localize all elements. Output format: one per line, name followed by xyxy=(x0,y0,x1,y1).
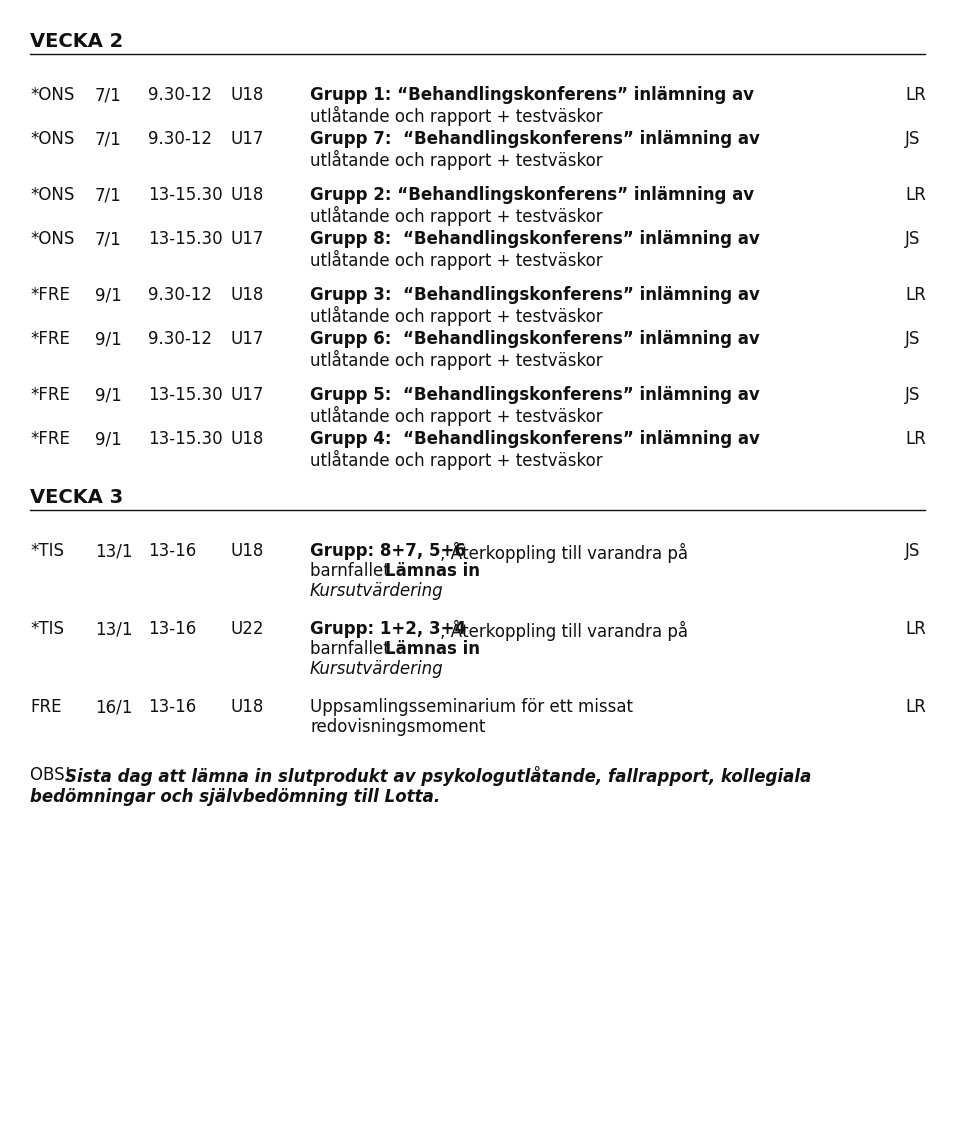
Text: 9/1: 9/1 xyxy=(95,286,122,304)
Text: *FRE: *FRE xyxy=(30,330,70,348)
Text: utlåtande och rapport + testväskor: utlåtande och rapport + testväskor xyxy=(310,306,603,327)
Text: Grupp 3:  “Behandlingskonferens” inlämning av: Grupp 3: “Behandlingskonferens” inlämnin… xyxy=(310,286,760,304)
Text: Grupp 2: “Behandlingskonferens” inlämning av: Grupp 2: “Behandlingskonferens” inlämnin… xyxy=(310,186,755,204)
Text: U17: U17 xyxy=(230,386,263,404)
Text: 13-16: 13-16 xyxy=(148,620,196,638)
Text: VECKA 2: VECKA 2 xyxy=(30,32,123,51)
Text: 9.30-12: 9.30-12 xyxy=(148,286,212,304)
Text: LR: LR xyxy=(905,431,925,448)
Text: 13-15.30: 13-15.30 xyxy=(148,386,223,404)
Text: LR: LR xyxy=(905,698,925,716)
Text: *FRE: *FRE xyxy=(30,431,70,448)
Text: , Återkoppling till varandra på: , Återkoppling till varandra på xyxy=(440,620,688,641)
Text: OBS!: OBS! xyxy=(30,766,77,785)
Text: utlåtande och rapport + testväskor: utlåtande och rapport + testväskor xyxy=(310,407,603,426)
Text: U18: U18 xyxy=(230,286,263,304)
Text: LR: LR xyxy=(905,620,925,638)
Text: Lämnas in: Lämnas in xyxy=(385,640,480,658)
Text: utlåtande och rapport + testväskor: utlåtande och rapport + testväskor xyxy=(310,349,603,370)
Text: Grupp 1: “Behandlingskonferens” inlämning av: Grupp 1: “Behandlingskonferens” inlämnin… xyxy=(310,86,754,104)
Text: 13/1: 13/1 xyxy=(95,542,132,560)
Text: 13-15.30: 13-15.30 xyxy=(148,431,223,448)
Text: 13-16: 13-16 xyxy=(148,542,196,560)
Text: U17: U17 xyxy=(230,330,263,348)
Text: Grupp: 1+2, 3+4: Grupp: 1+2, 3+4 xyxy=(310,620,467,638)
Text: utlåtande och rapport + testväskor: utlåtande och rapport + testväskor xyxy=(310,206,603,226)
Text: 13-15.30: 13-15.30 xyxy=(148,230,223,248)
Text: JS: JS xyxy=(905,542,921,560)
Text: Grupp: 8+7, 5+6: Grupp: 8+7, 5+6 xyxy=(310,542,466,560)
Text: , Återkoppling till varandra på: , Återkoppling till varandra på xyxy=(440,542,688,563)
Text: 7/1: 7/1 xyxy=(95,130,122,148)
Text: 13/1: 13/1 xyxy=(95,620,132,638)
Text: Grupp 7:  “Behandlingskonferens” inlämning av: Grupp 7: “Behandlingskonferens” inlämnin… xyxy=(310,130,760,148)
Text: 7/1: 7/1 xyxy=(95,86,122,104)
Text: Grupp 8:  “Behandlingskonferens” inlämning av: Grupp 8: “Behandlingskonferens” inlämnin… xyxy=(310,230,759,248)
Text: JS: JS xyxy=(905,230,921,248)
Text: 13-15.30: 13-15.30 xyxy=(148,186,223,204)
Text: JS: JS xyxy=(905,386,921,404)
Text: *ONS: *ONS xyxy=(30,186,74,204)
Text: *ONS: *ONS xyxy=(30,230,74,248)
Text: 7/1: 7/1 xyxy=(95,186,122,204)
Text: Grupp 6:  “Behandlingskonferens” inlämning av: Grupp 6: “Behandlingskonferens” inlämnin… xyxy=(310,330,759,348)
Text: U17: U17 xyxy=(230,230,263,248)
Text: U22: U22 xyxy=(230,620,263,638)
Text: barnfallet.: barnfallet. xyxy=(310,562,400,580)
Text: 9.30-12: 9.30-12 xyxy=(148,130,212,148)
Text: barnfallet.: barnfallet. xyxy=(310,640,400,658)
Text: Kursutvärdering: Kursutvärdering xyxy=(310,660,444,678)
Text: JS: JS xyxy=(905,330,921,348)
Text: U18: U18 xyxy=(230,86,263,104)
Text: Grupp 4:  “Behandlingskonferens” inlämning av: Grupp 4: “Behandlingskonferens” inlämnin… xyxy=(310,431,760,448)
Text: U18: U18 xyxy=(230,542,263,560)
Text: 7/1: 7/1 xyxy=(95,230,122,248)
Text: U18: U18 xyxy=(230,698,263,716)
Text: LR: LR xyxy=(905,286,925,304)
Text: bedömningar och självbedömning till Lotta.: bedömningar och självbedömning till Lott… xyxy=(30,788,441,806)
Text: 13-16: 13-16 xyxy=(148,698,196,716)
Text: Kursutvärdering: Kursutvärdering xyxy=(310,582,444,600)
Text: utlåtande och rapport + testväskor: utlåtande och rapport + testväskor xyxy=(310,450,603,471)
Text: FRE: FRE xyxy=(30,698,61,716)
Text: 9/1: 9/1 xyxy=(95,431,122,448)
Text: VECKA 3: VECKA 3 xyxy=(30,488,123,507)
Text: 16/1: 16/1 xyxy=(95,698,132,716)
Text: LR: LR xyxy=(905,86,925,104)
Text: *ONS: *ONS xyxy=(30,130,74,148)
Text: Grupp 5:  “Behandlingskonferens” inlämning av: Grupp 5: “Behandlingskonferens” inlämnin… xyxy=(310,386,759,404)
Text: utlåtande och rapport + testväskor: utlåtande och rapport + testväskor xyxy=(310,106,603,126)
Text: *ONS: *ONS xyxy=(30,86,74,104)
Text: *FRE: *FRE xyxy=(30,286,70,304)
Text: U18: U18 xyxy=(230,186,263,204)
Text: redovisningsmoment: redovisningsmoment xyxy=(310,718,486,735)
Text: utlåtande och rapport + testväskor: utlåtande och rapport + testväskor xyxy=(310,150,603,170)
Text: 9/1: 9/1 xyxy=(95,330,122,348)
Text: 9.30-12: 9.30-12 xyxy=(148,330,212,348)
Text: U17: U17 xyxy=(230,130,263,148)
Text: 9.30-12: 9.30-12 xyxy=(148,86,212,104)
Text: utlåtande och rapport + testväskor: utlåtande och rapport + testväskor xyxy=(310,250,603,270)
Text: *FRE: *FRE xyxy=(30,386,70,404)
Text: Uppsamlingsseminarium för ett missat: Uppsamlingsseminarium för ett missat xyxy=(310,698,633,716)
Text: Lämnas in: Lämnas in xyxy=(385,562,480,580)
Text: *TIS: *TIS xyxy=(30,542,64,560)
Text: Sista dag att lämna in slutprodukt av psykologutlåtande, fallrapport, kollegiala: Sista dag att lämna in slutprodukt av ps… xyxy=(65,766,811,786)
Text: *TIS: *TIS xyxy=(30,620,64,638)
Text: 9/1: 9/1 xyxy=(95,386,122,404)
Text: JS: JS xyxy=(905,130,921,148)
Text: U18: U18 xyxy=(230,431,263,448)
Text: LR: LR xyxy=(905,186,925,204)
